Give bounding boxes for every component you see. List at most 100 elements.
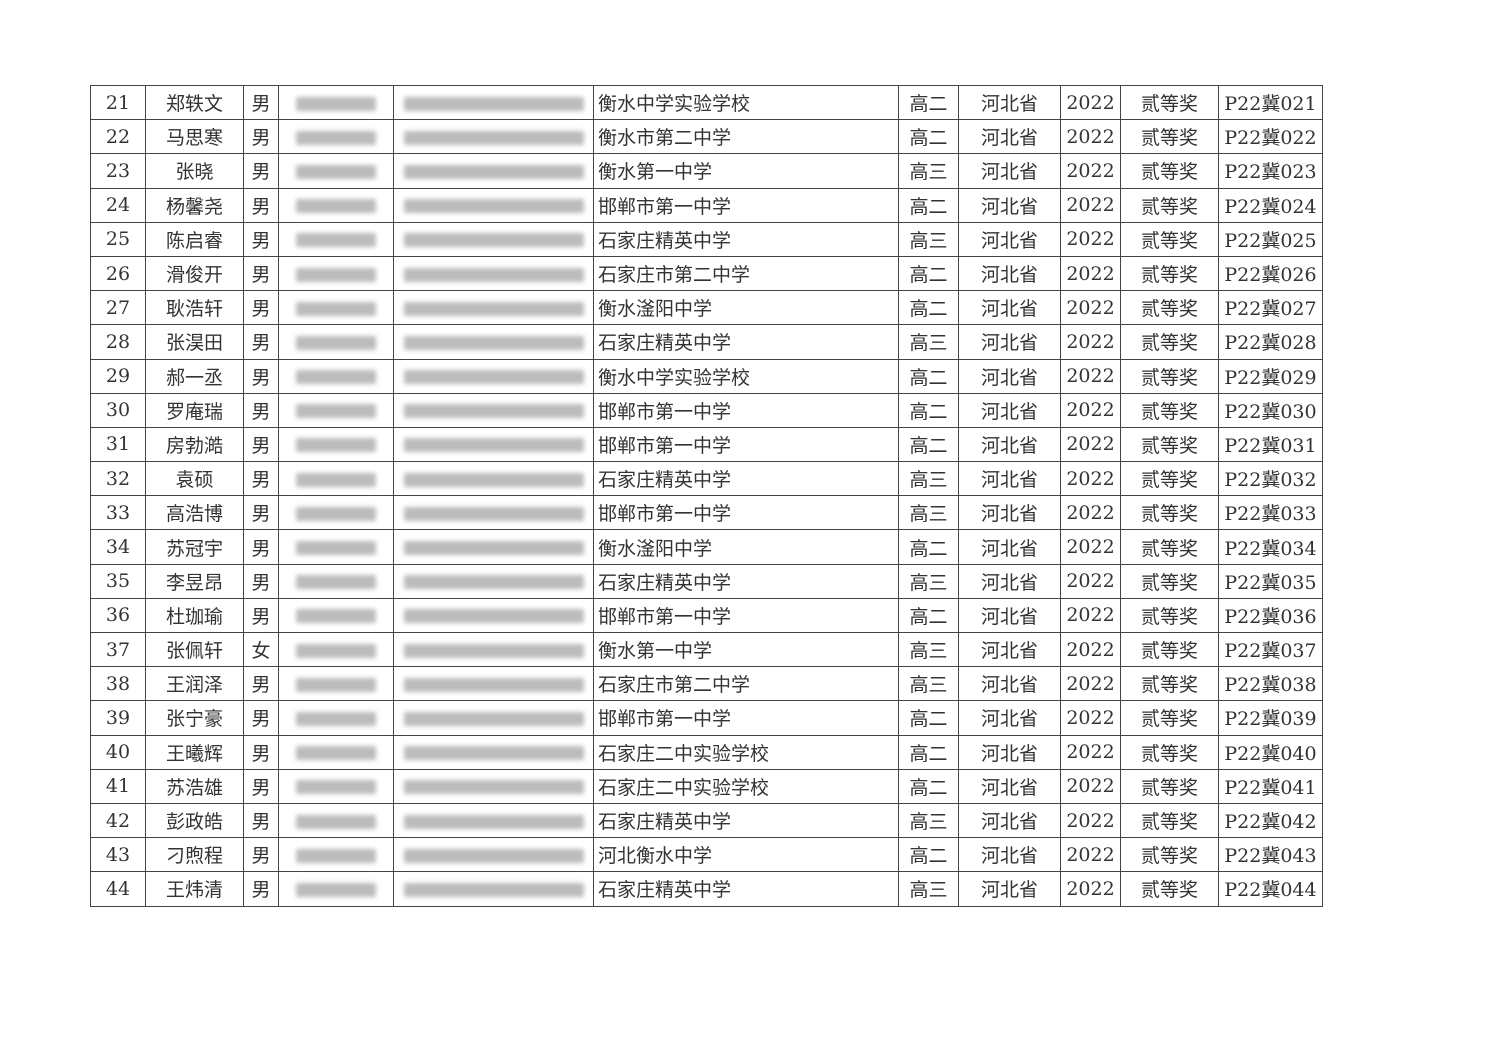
- grade: 高三: [898, 461, 959, 497]
- redacted-blur: [403, 404, 584, 419]
- redacted-id-number: [393, 461, 594, 497]
- year: 2022: [1060, 700, 1121, 736]
- row-number: 33: [90, 495, 146, 531]
- redacted-id: [278, 802, 394, 839]
- year: 2022: [1060, 324, 1121, 360]
- school: 石家庄精英中学: [593, 221, 899, 257]
- student-name: 袁硕: [145, 461, 244, 497]
- award-level: 贰等奖: [1120, 426, 1219, 463]
- gender: 男: [243, 358, 279, 394]
- year: 2022: [1060, 255, 1121, 292]
- award-list-table: 21 郑轶文男衡水中学实验学校 高二 河北省 2022 贰等奖 P22冀021 22 马思寒男衡…: [90, 84, 1323, 907]
- redacted-id-number: [393, 837, 594, 873]
- grade: 高二: [898, 426, 959, 463]
- certificate-code: P22冀044: [1218, 871, 1323, 907]
- grade: 高三: [898, 563, 959, 599]
- student-name: 杨馨尧: [145, 187, 244, 223]
- table-row: 37 张佩轩女 衡水第一中学 高三 河北省 2022 贰等奖 P22冀037: [90, 631, 1323, 668]
- table-row: 22 马思寒男 衡水市第二中学 高二 河北省 2022 贰等奖 P22冀022: [90, 119, 1323, 155]
- school: 河北衡水中学: [593, 837, 899, 873]
- row-number: 24: [90, 187, 146, 223]
- table-row: 21 郑轶文男 衡水中学实验学校 高二 河北省 2022 贰等奖 P22冀021: [90, 84, 1323, 121]
- school: 衡水中学实验学校: [593, 84, 899, 121]
- redacted-blur: [403, 335, 584, 350]
- certificate-code: P22冀023: [1218, 153, 1323, 189]
- table-row: 26 滑俊开男 石家庄市第二中学 高二 河北省 2022 贰等奖 P22冀026: [90, 255, 1323, 292]
- redacted-id-number: [393, 666, 594, 702]
- row-number: 36: [90, 597, 146, 634]
- gender: 男: [243, 84, 279, 121]
- award-level: 贰等奖: [1120, 768, 1219, 804]
- province: 河北省: [958, 153, 1061, 189]
- certificate-code: P22冀041: [1218, 768, 1323, 804]
- gender: 男: [243, 837, 279, 873]
- redacted-blur: [296, 677, 376, 692]
- province: 河北省: [958, 802, 1061, 839]
- redacted-id: [278, 529, 394, 565]
- grade: 高三: [898, 495, 959, 531]
- school: 邯郸市第一中学: [593, 392, 899, 428]
- redacted-id: [278, 871, 394, 907]
- gender: 男: [243, 666, 279, 702]
- certificate-code: P22冀027: [1218, 290, 1323, 326]
- redacted-blur: [403, 643, 584, 658]
- gender: 男: [243, 153, 279, 189]
- certificate-code: P22冀026: [1218, 255, 1323, 292]
- student-name: 房勃澔: [145, 426, 244, 463]
- school: 邯郸市第一中学: [593, 700, 899, 736]
- province: 河北省: [958, 666, 1061, 702]
- redacted-blur: [403, 233, 584, 248]
- grade: 高二: [898, 187, 959, 223]
- province: 河北省: [958, 563, 1061, 599]
- redacted-id-number: [393, 563, 594, 599]
- redacted-id: [278, 734, 394, 770]
- award-level: 贰等奖: [1120, 290, 1219, 326]
- award-level: 贰等奖: [1120, 837, 1219, 873]
- student-name: 郑轶文: [145, 84, 244, 121]
- province: 河北省: [958, 700, 1061, 736]
- student-name: 王曦辉: [145, 734, 244, 770]
- redacted-blur: [403, 164, 584, 179]
- grade: 高二: [898, 837, 959, 873]
- student-name: 耿浩轩: [145, 290, 244, 326]
- award-level: 贰等奖: [1120, 563, 1219, 599]
- table-row: 38 王润泽男 石家庄市第二中学 高三 河北省 2022 贰等奖 P22冀038: [90, 666, 1323, 702]
- award-level: 贰等奖: [1120, 358, 1219, 394]
- award-level: 贰等奖: [1120, 802, 1219, 839]
- year: 2022: [1060, 837, 1121, 873]
- school: 衡水滏阳中学: [593, 290, 899, 326]
- redacted-blur: [296, 848, 376, 863]
- redacted-id-number: [393, 392, 594, 428]
- student-name: 陈启睿: [145, 221, 244, 257]
- redacted-id: [278, 666, 394, 702]
- redacted-id: [278, 768, 394, 804]
- gender: 男: [243, 290, 279, 326]
- redacted-blur: [296, 780, 376, 795]
- row-number: 42: [90, 802, 146, 839]
- school: 石家庄精英中学: [593, 461, 899, 497]
- gender: 男: [243, 255, 279, 292]
- certificate-code: P22冀040: [1218, 734, 1323, 770]
- award-level: 贰等奖: [1120, 529, 1219, 565]
- province: 河北省: [958, 358, 1061, 394]
- province: 河北省: [958, 837, 1061, 873]
- redacted-id: [278, 495, 394, 531]
- year: 2022: [1060, 802, 1121, 839]
- province: 河北省: [958, 871, 1061, 907]
- row-number: 34: [90, 529, 146, 565]
- row-number: 25: [90, 221, 146, 257]
- row-number: 32: [90, 461, 146, 497]
- redacted-blur: [296, 541, 376, 556]
- redacted-blur: [296, 199, 376, 214]
- student-name: 苏冠宇: [145, 529, 244, 565]
- row-number: 38: [90, 666, 146, 702]
- gender: 女: [243, 631, 279, 668]
- redacted-blur: [296, 506, 376, 521]
- redacted-blur: [403, 130, 584, 145]
- grade: 高二: [898, 529, 959, 565]
- redacted-blur: [296, 130, 376, 145]
- grade: 高二: [898, 700, 959, 736]
- grade: 高三: [898, 802, 959, 839]
- student-name: 刁煦程: [145, 837, 244, 873]
- redacted-id-number: [393, 871, 594, 907]
